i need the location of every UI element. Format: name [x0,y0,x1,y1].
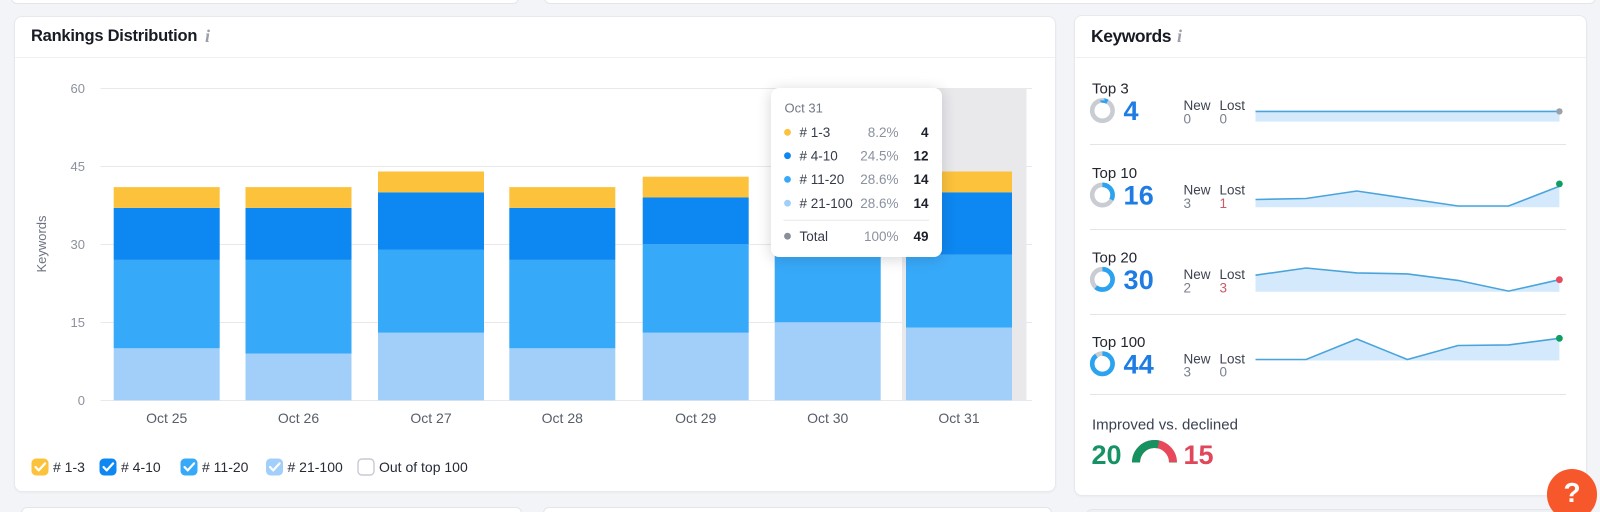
svg-text:Top 100: Top 100 [1092,334,1145,351]
svg-text:Total: Total [800,229,829,244]
svg-text:Improved vs. declined: Improved vs. declined [1092,417,1238,434]
svg-text:New: New [1184,98,1211,113]
svg-text:28.6%: 28.6% [860,172,898,187]
svg-text:30: 30 [71,237,85,252]
svg-text:Out of top 100: Out of top 100 [379,459,468,475]
svg-text:Lost: Lost [1220,351,1246,366]
svg-text:Oct 30: Oct 30 [807,410,848,426]
svg-text:15: 15 [1184,440,1214,470]
svg-text:New: New [1184,267,1211,282]
svg-text:30: 30 [1124,265,1154,295]
svg-text:# 11-20: # 11-20 [800,172,845,187]
svg-text:Oct 29: Oct 29 [675,410,716,426]
svg-text:0: 0 [78,393,85,408]
svg-text:Oct 31: Oct 31 [938,410,979,426]
svg-text:Top 3: Top 3 [1092,81,1129,98]
svg-text:12: 12 [913,148,928,163]
svg-text:# 4-10: # 4-10 [800,148,838,163]
svg-text:24.5%: 24.5% [860,148,898,163]
svg-text:3: 3 [1184,196,1192,211]
svg-text:28.6%: 28.6% [860,196,898,211]
svg-text:15: 15 [71,315,85,330]
svg-text:4: 4 [921,125,929,140]
svg-text:Lost: Lost [1220,98,1246,113]
svg-text:Top 10: Top 10 [1092,165,1137,182]
svg-text:Oct 26: Oct 26 [278,410,319,426]
svg-text:# 4-10: # 4-10 [121,459,161,475]
svg-text:49: 49 [913,229,928,244]
svg-text:14: 14 [913,196,929,211]
svg-text:​# 1-3: ​# 1-3 [53,459,85,475]
svg-text:100%: 100% [864,229,899,244]
svg-text:0: 0 [1184,112,1192,127]
svg-text:4: 4 [1124,96,1139,126]
svg-text:Lost: Lost [1220,183,1246,198]
svg-text:2: 2 [1184,280,1192,295]
svg-text:45: 45 [71,159,85,174]
svg-text:# 21-100: # 21-100 [800,196,853,211]
svg-text:# 21-100: # 21-100 [288,459,343,475]
svg-text:# 1-3: # 1-3 [800,125,831,140]
svg-text:Keywords: Keywords [34,215,49,273]
svg-text:# 11-20: # 11-20 [202,459,249,475]
svg-text:60: 60 [71,81,85,96]
svg-text:New: New [1184,183,1211,198]
svg-text:New: New [1184,351,1211,366]
svg-text:0: 0 [1220,112,1228,127]
svg-text:Top 20: Top 20 [1092,249,1137,266]
svg-text:Oct 31: Oct 31 [785,101,823,116]
svg-text:Oct 28: Oct 28 [542,410,583,426]
svg-text:20: 20 [1092,440,1122,470]
svg-text:Oct 27: Oct 27 [410,410,451,426]
svg-text:16: 16 [1124,181,1154,211]
svg-text:8.2%: 8.2% [868,125,899,140]
svg-text:3: 3 [1184,365,1192,380]
svg-text:0: 0 [1220,365,1228,380]
svg-text:Lost: Lost [1220,267,1246,282]
svg-text:14: 14 [913,172,929,187]
svg-text:3: 3 [1220,280,1228,295]
svg-text:44: 44 [1124,349,1154,379]
svg-text:Oct 25: Oct 25 [146,410,187,426]
svg-text:1: 1 [1220,196,1228,211]
